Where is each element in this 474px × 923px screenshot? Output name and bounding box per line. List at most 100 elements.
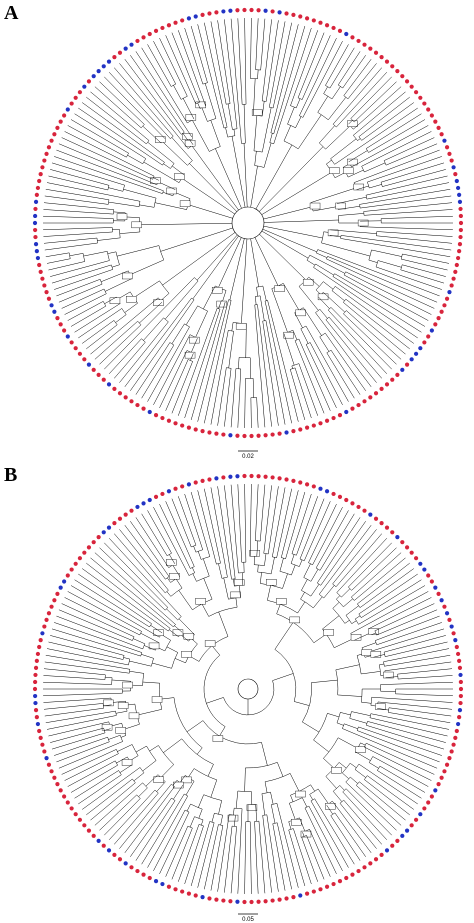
tip-label-marker — [160, 415, 165, 421]
branch — [224, 826, 233, 893]
tip-label-marker — [404, 545, 410, 550]
branch — [130, 797, 172, 857]
support-value-box — [246, 804, 258, 811]
branch-arc — [119, 735, 123, 742]
branch — [338, 213, 364, 216]
branch-arc — [276, 613, 315, 643]
branch — [373, 654, 385, 658]
branch — [311, 679, 338, 683]
branch — [124, 786, 175, 853]
branch — [306, 835, 325, 880]
branch-arc — [368, 249, 372, 261]
tip-label-marker — [337, 879, 343, 884]
tip-label-marker — [44, 617, 49, 622]
branch — [237, 368, 242, 428]
branch — [327, 713, 340, 718]
tip-label-marker — [457, 707, 463, 713]
branch-arc — [353, 135, 358, 141]
tip-label-marker — [33, 213, 38, 219]
branch — [201, 603, 209, 617]
branch — [192, 235, 239, 300]
tip-label-marker — [200, 478, 205, 484]
branch — [330, 138, 357, 159]
branch — [395, 693, 453, 697]
branch — [154, 202, 187, 210]
branch — [313, 267, 418, 339]
branch — [345, 781, 397, 831]
branch — [334, 273, 426, 327]
branch — [204, 824, 219, 890]
branch — [108, 187, 123, 192]
tip-label-marker — [40, 631, 45, 636]
tip-label-marker — [65, 573, 70, 578]
branch-arc — [265, 773, 291, 783]
tip-label-marker — [356, 402, 361, 408]
branch — [123, 189, 157, 199]
branch — [48, 721, 109, 737]
branch — [244, 484, 247, 563]
branch — [288, 821, 292, 830]
branch-arc — [309, 788, 319, 795]
tip-label-marker — [429, 579, 434, 584]
branch — [336, 722, 344, 726]
branch — [230, 484, 239, 574]
branch — [143, 161, 180, 183]
branch — [204, 488, 221, 564]
support-value-box — [103, 699, 114, 707]
support-value-box — [184, 140, 196, 147]
tip-label-marker — [404, 362, 410, 367]
support-value-box — [185, 114, 197, 121]
tip-label-marker — [304, 425, 310, 430]
branch — [341, 588, 351, 598]
tip-label-marker — [44, 756, 49, 761]
branch — [153, 507, 190, 576]
tip-label-marker — [35, 255, 41, 261]
branch — [361, 701, 372, 704]
tip-label-marker — [444, 762, 450, 767]
branch — [348, 169, 364, 178]
branch — [328, 97, 347, 120]
branch — [90, 91, 150, 141]
branch-arc — [103, 288, 107, 294]
branch — [69, 253, 84, 257]
branch — [262, 228, 317, 253]
tip-label-marker — [38, 172, 43, 177]
branch — [308, 276, 320, 287]
branch — [255, 18, 259, 70]
branch — [302, 41, 343, 118]
tip-label-marker — [173, 20, 178, 25]
branch — [46, 182, 141, 202]
branch — [361, 102, 414, 141]
tip-label-marker — [106, 59, 112, 64]
tip-label-marker — [444, 145, 450, 150]
tip-label-marker — [221, 432, 226, 437]
branch — [201, 107, 208, 122]
branch — [43, 202, 114, 210]
branch — [265, 320, 286, 425]
branch-arc — [313, 713, 328, 741]
branch — [360, 195, 452, 209]
branch — [277, 762, 284, 777]
branch — [244, 18, 247, 105]
branch — [74, 579, 150, 628]
branch — [201, 819, 204, 826]
branch — [323, 292, 346, 313]
branch — [249, 484, 252, 557]
branch — [263, 485, 272, 554]
tip-label-marker — [457, 658, 462, 664]
branch — [358, 573, 418, 615]
support-value-box — [122, 681, 133, 689]
branch — [67, 760, 116, 787]
tip-label-marker — [311, 423, 316, 428]
tip-label-marker — [35, 185, 41, 191]
branch — [259, 146, 324, 212]
tip-label-marker — [451, 742, 456, 747]
branch — [224, 19, 238, 129]
tip-label-marker — [117, 857, 123, 862]
branch-arc — [262, 814, 267, 816]
branch — [336, 595, 341, 600]
branch-arc — [216, 562, 221, 565]
branch — [252, 378, 255, 398]
branch — [344, 620, 350, 624]
tip-label-marker — [49, 604, 54, 609]
